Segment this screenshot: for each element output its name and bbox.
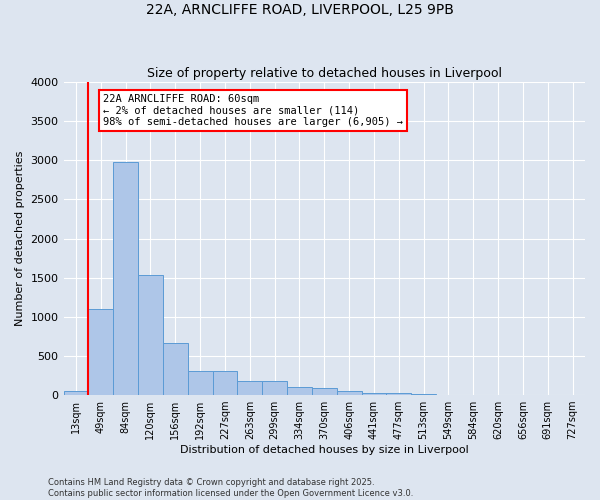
Bar	[287, 388, 312, 395]
Bar	[88, 309, 113, 395]
Text: 22A, ARNCLIFFE ROAD, LIVERPOOL, L25 9PB: 22A, ARNCLIFFE ROAD, LIVERPOOL, L25 9PB	[146, 2, 454, 16]
Bar	[113, 162, 138, 395]
Text: Contains HM Land Registry data © Crown copyright and database right 2025.
Contai: Contains HM Land Registry data © Crown c…	[48, 478, 413, 498]
Bar	[138, 276, 163, 395]
Bar	[362, 392, 386, 395]
Bar	[212, 371, 238, 395]
X-axis label: Distribution of detached houses by size in Liverpool: Distribution of detached houses by size …	[180, 445, 469, 455]
Title: Size of property relative to detached houses in Liverpool: Size of property relative to detached ho…	[147, 66, 502, 80]
Bar	[337, 391, 362, 395]
Bar	[386, 392, 411, 395]
Bar	[262, 382, 287, 395]
Bar	[411, 394, 436, 395]
Bar	[312, 388, 337, 395]
Y-axis label: Number of detached properties: Number of detached properties	[15, 151, 25, 326]
Bar	[163, 344, 188, 395]
Bar	[238, 382, 262, 395]
Bar	[64, 391, 88, 395]
Text: 22A ARNCLIFFE ROAD: 60sqm
← 2% of detached houses are smaller (114)
98% of semi-: 22A ARNCLIFFE ROAD: 60sqm ← 2% of detach…	[103, 94, 403, 127]
Bar	[188, 371, 212, 395]
